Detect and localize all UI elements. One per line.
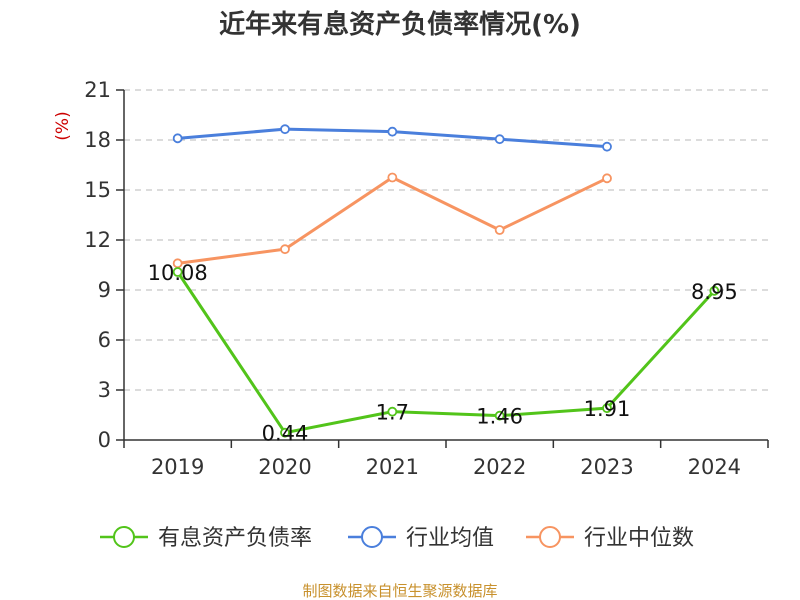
- x-tick-label: 2022: [473, 455, 526, 479]
- axis-layer: 0 3 6 9 12 15 18 21 2019 2020 2021 2022 2023 2024: [84, 78, 769, 479]
- y-tick-label: 12: [84, 228, 111, 252]
- y-tick-label: 6: [98, 328, 111, 352]
- data-point: [280, 124, 290, 135]
- data-point: [494, 225, 505, 235]
- y-tick-label: 18: [84, 128, 111, 152]
- legend-label: 行业均值: [406, 526, 494, 551]
- data-point: [387, 406, 398, 417]
- data-label: 1.7: [376, 401, 409, 425]
- y-tick-label: 15: [84, 178, 111, 202]
- data-point: [602, 403, 612, 414]
- legend-marker: [113, 526, 135, 548]
- x-tick-label: 2023: [580, 455, 633, 479]
- data-point: [387, 126, 398, 137]
- legend-label: 有息资产负债率: [158, 526, 312, 551]
- y-axis-unit-label: (%): [53, 111, 73, 140]
- y-tick-label: 3: [98, 378, 111, 402]
- data-point: [602, 141, 612, 152]
- x-tick-label: 2024: [688, 455, 741, 479]
- data-label: 8.95: [691, 280, 738, 304]
- source-note: 制图数据来自恒生聚源数据库: [302, 582, 497, 600]
- data-point: [387, 172, 398, 183]
- x-tick-label: 2021: [366, 455, 419, 479]
- legend-marker: [361, 526, 383, 548]
- data-label-layer: 10.08 0.44 1.7 1.46 1.91 8.95: [148, 261, 738, 446]
- legend-label: 行业中位数: [584, 526, 694, 551]
- data-label: 1.46: [476, 405, 523, 429]
- data-point: [709, 285, 720, 296]
- grid-layer: [124, 89, 768, 391]
- y-tick-label: 0: [98, 428, 111, 452]
- y-tick-label: 21: [84, 78, 111, 102]
- x-tick-label: 2020: [258, 455, 311, 479]
- y-tick-label: 9: [98, 278, 111, 302]
- data-point: [280, 244, 290, 255]
- data-point: [280, 427, 290, 438]
- series-line-0: [176, 271, 716, 435]
- data-point: [172, 267, 183, 277]
- x-tick-label: 2019: [151, 455, 204, 479]
- series-layer: [172, 124, 720, 438]
- data-label: 0.44: [262, 422, 309, 446]
- data-point: [172, 133, 183, 144]
- data-label: 1.91: [584, 397, 631, 421]
- data-label: 10.08: [148, 261, 208, 285]
- data-point: [602, 173, 612, 184]
- data-point: [494, 134, 505, 145]
- legend: 有息资产负债率 行业均值 行业中位数: [100, 526, 694, 551]
- legend-marker: [539, 526, 561, 548]
- data-point: [494, 410, 505, 421]
- chart-title: 近年来有息资产负债率情况(%): [219, 9, 581, 40]
